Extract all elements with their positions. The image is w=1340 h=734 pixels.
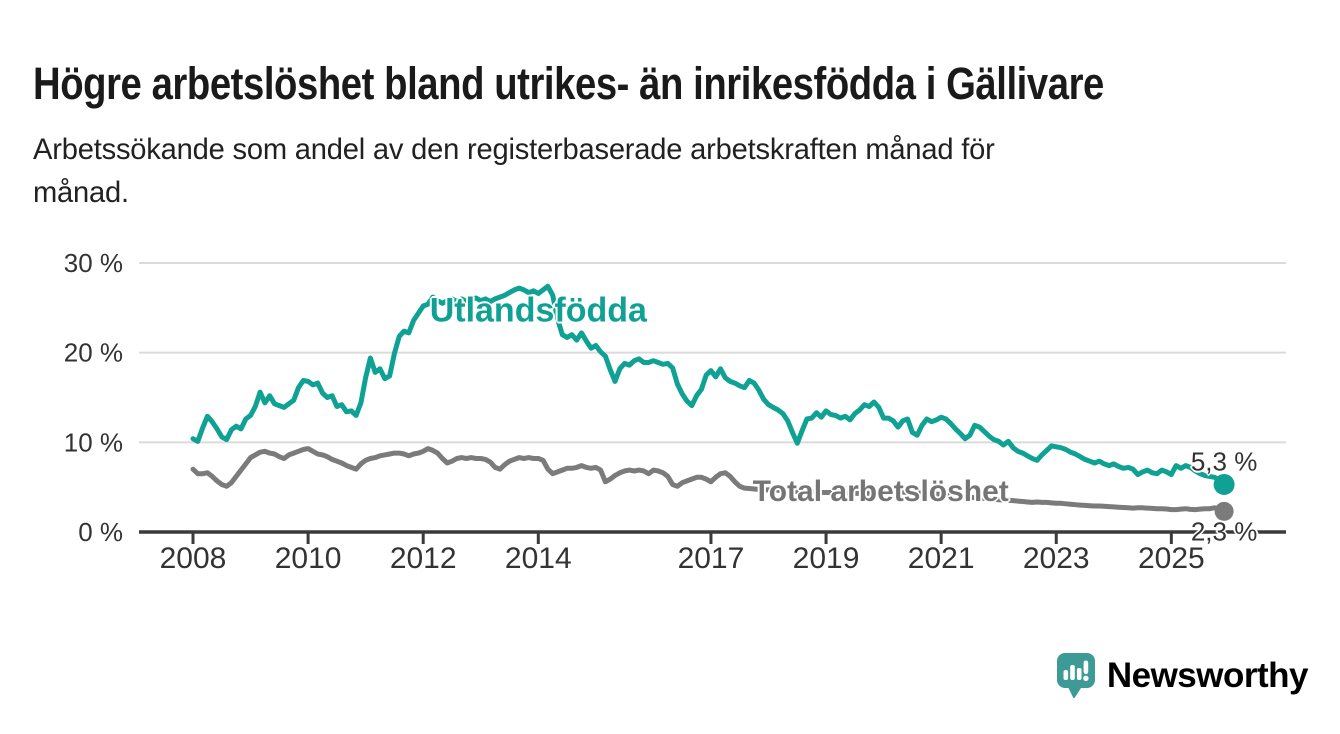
series-line-utlandsfodda [190, 283, 1227, 487]
subtitle-line-2: månad. [33, 176, 129, 209]
end-value-label-utlandsfodda: 5,3 % [1190, 446, 1258, 477]
x-tick-label: 2010 [275, 542, 342, 575]
subtitle-line-1: Arbetssökande som andel av den registerb… [33, 133, 995, 166]
newsworthy-logo: Newsworthy [1056, 652, 1309, 700]
x-tick-label: 2023 [1023, 542, 1090, 575]
x-tick-label: 2008 [160, 542, 227, 575]
x-tick-label: 2012 [390, 542, 457, 575]
page-title: Högre arbetslöshet bland utrikes- än inr… [33, 58, 1104, 110]
series-line-total [190, 446, 1227, 514]
series-label-total-arbetsloshet: Total arbetslöshet [752, 474, 1009, 508]
y-tick-label: 0 % [78, 517, 123, 547]
chart-subtitle: Arbetssökande som andel av den registerb… [33, 128, 995, 214]
x-tick-label: 2025 [1138, 542, 1205, 575]
bar-chart-speech-bubble-icon [1056, 653, 1095, 699]
x-tick-label: 2017 [678, 542, 745, 575]
brand-name: Newsworthy [1106, 656, 1309, 695]
y-tick-label: 30 % [64, 248, 123, 278]
series-end-dot [1213, 473, 1235, 495]
y-tick-label: 20 % [64, 338, 123, 368]
series-end-dot [1214, 501, 1234, 521]
x-tick-label: 2019 [793, 542, 860, 575]
x-tick-label: 2014 [505, 542, 572, 575]
x-tick-label: 2021 [908, 542, 975, 575]
y-tick-label: 10 % [64, 427, 123, 457]
series-label-utlandsfodda: Utlandsfödda [429, 291, 647, 330]
end-value-label-total: 2,3 % [1190, 516, 1258, 547]
